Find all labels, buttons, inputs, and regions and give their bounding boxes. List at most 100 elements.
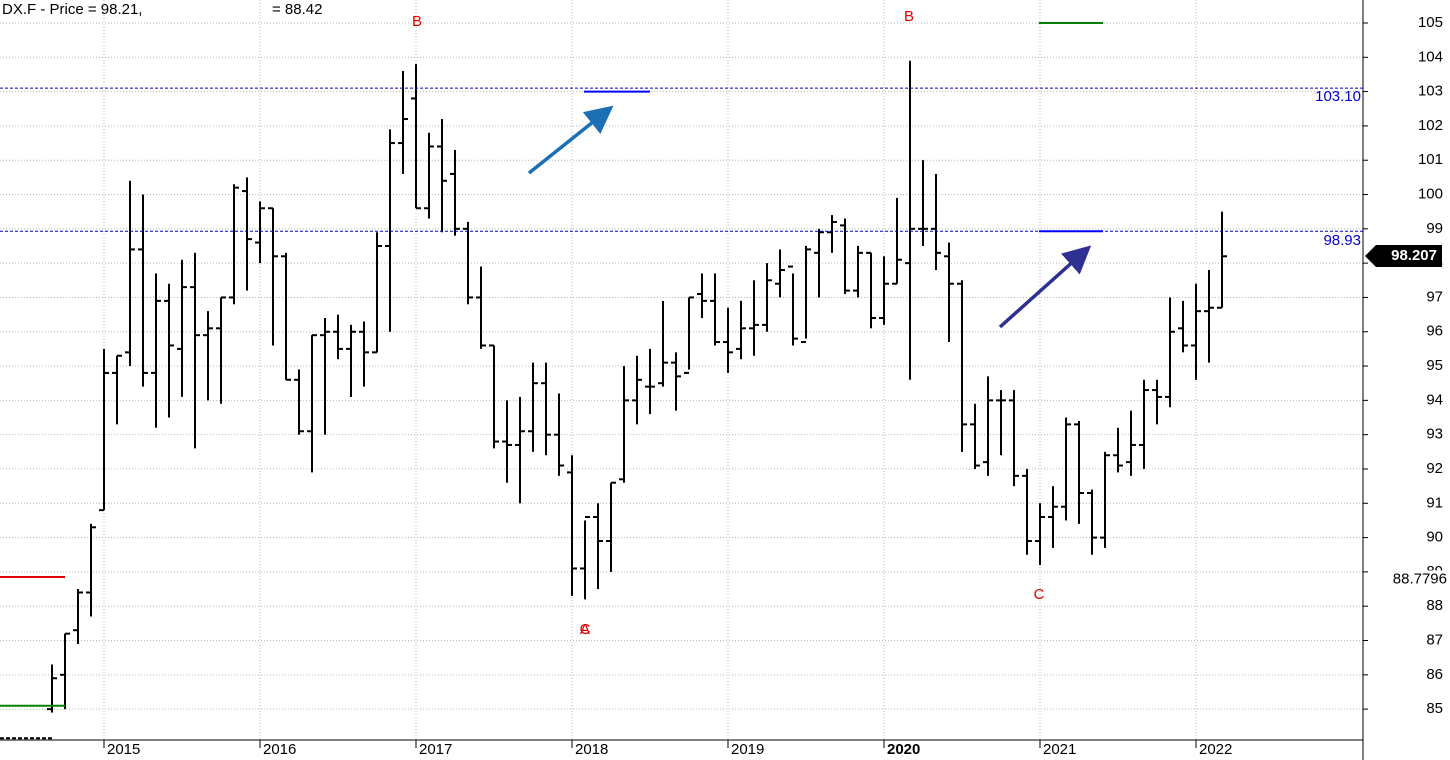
ohlc-bar [1217,211,1227,309]
ohlc-bar [853,245,863,298]
y-tick-label: 87 [1426,631,1443,648]
y-tick-label: 96 [1426,323,1443,340]
last-price-box [1365,245,1442,268]
ohlc-bar [528,362,538,452]
ohlc-bar [1178,300,1188,353]
ohlc-bar [684,296,694,374]
ohlc-bar [736,300,746,360]
x-tick-label: 2019 [731,741,764,758]
ohlc-bar [177,259,187,397]
ohlc-bar [73,589,83,644]
ohlc-bar [1022,468,1032,555]
ohlc-bar [1100,451,1110,548]
marker-label-bg [1378,570,1450,589]
ohlc-bar [879,256,889,325]
ohlc-bar [892,197,902,285]
arrow [527,105,614,175]
ohlc-bar [1152,379,1162,425]
y-tick-label: 91 [1426,494,1443,511]
ohlc-bar [489,344,499,449]
ohlc-bar [645,348,655,415]
ohlc-bar [710,273,720,346]
ohlc-bar [86,523,96,617]
annotation: B [412,13,422,30]
ohlc-bar [1113,427,1123,473]
x-tick-label: 2018 [575,741,608,758]
ohlc-bar [1204,269,1214,363]
ohlc-bar [190,252,200,449]
last-price-label: 98.207 [1391,247,1437,264]
ohlc-bar [307,334,317,473]
y-tick-label: 93 [1426,426,1443,443]
ohlc-bar [957,280,967,452]
reference-label: 103.10 [1315,88,1361,105]
y-tick-label: 85 [1426,700,1443,717]
ohlc-bar [1074,420,1084,524]
annotation: C [1034,586,1045,603]
x-tick-label: 2021 [1043,741,1076,758]
ohlc-bar [424,132,434,219]
ohlc-bar [294,369,304,435]
y-tick-label: 86 [1426,666,1443,683]
ohlc-bar [1165,297,1175,408]
x-tick-label: 2020 [887,741,920,758]
reference-label: 98.93 [1323,232,1361,249]
chart-title: DX.F - Price = 98.21, [2,1,142,18]
ohlc-bar [437,119,447,233]
x-tick-label: 2015 [107,741,140,758]
ohlc-bar [658,300,668,387]
ohlc-bar [671,352,681,411]
ohlc-bar [905,60,915,380]
y-tick-label: 88 [1426,597,1443,614]
ohlc-bar [1087,489,1097,555]
ohlc-bar [151,273,161,428]
ohlc-bar [502,400,512,483]
ohlc-bar [450,149,460,236]
ohlc-bar [1035,503,1045,566]
ohlc-bar [138,194,148,387]
ohlc-bar [320,318,330,435]
marker-label: 88.7796 [1393,570,1447,587]
ohlc-bar [931,173,941,270]
ohlc-bar [762,263,772,332]
y-tick-label: 105 [1418,14,1443,31]
y-tick-label: 104 [1418,48,1443,65]
ohlc-bar [229,184,239,305]
ohlc-bar [255,201,265,264]
y-tick-label: 94 [1426,391,1443,408]
ohlc-bar [242,177,252,291]
ohlc-bar [593,503,603,590]
y-tick-label: 103 [1418,83,1443,100]
y-tick-label: 100 [1418,185,1443,202]
ohlc-bar [515,396,525,504]
ohlc-bar [827,215,837,253]
ohlc-bar [47,664,57,713]
y-tick-label: 95 [1426,357,1443,374]
ohlc-bar [476,266,486,349]
y-tick-label: 99 [1426,220,1443,237]
ohlc-bar [541,362,551,456]
annotation: A [580,621,590,638]
arrow [998,245,1092,329]
ohlc-bar [723,307,733,373]
ohlc-bar [606,481,616,572]
ohlc-bar [580,516,590,600]
ohlc-bar [775,249,785,298]
ohlc-bar [567,455,577,596]
ohlc-bar [632,355,642,425]
ohlc-bar [944,242,954,343]
ohlc-bar [216,296,226,404]
x-tick-label: 2017 [419,741,452,758]
ohlc-bar [1191,283,1201,380]
y-tick-label: 101 [1418,151,1443,168]
ohlc-bar [866,251,876,329]
ohlc-bar [1126,410,1136,476]
ohlc-bar [970,403,980,469]
ohlc-bar [112,354,122,425]
ohlc-bar [788,265,798,346]
ohlc-bar [60,632,70,710]
annotation: C [580,621,591,638]
ohlc-bar [801,245,811,344]
